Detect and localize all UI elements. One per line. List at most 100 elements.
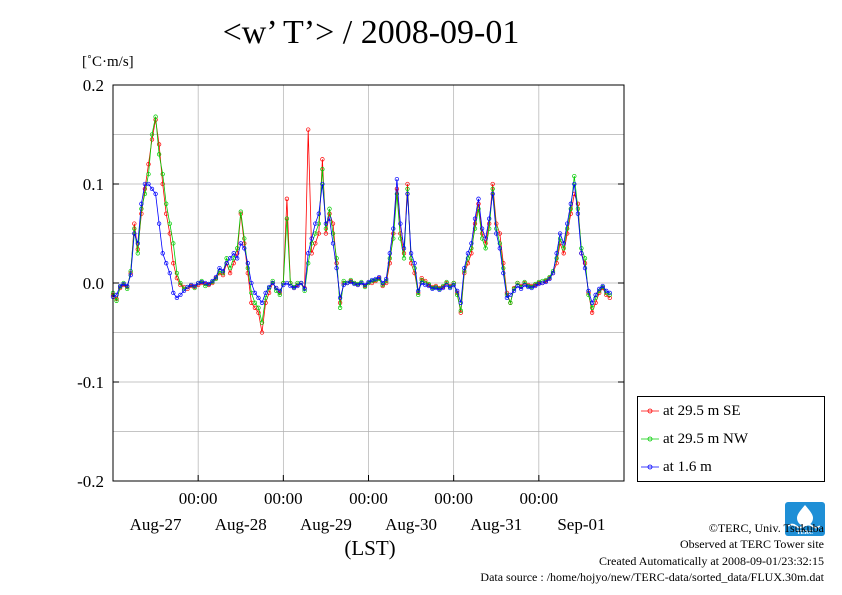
- data-point: [341, 282, 346, 288]
- data-point: [440, 285, 446, 291]
- legend-swatch-se: [641, 408, 659, 414]
- data-point: [330, 241, 336, 246]
- data-point: [160, 181, 165, 187]
- data-point: [465, 256, 471, 261]
- data-point: [490, 186, 495, 192]
- data-point: [252, 300, 258, 305]
- data-point: [291, 285, 297, 291]
- data-point: [277, 288, 282, 294]
- credit-source: Data source : /home/hojyo/new/TERC-data/…: [480, 570, 824, 585]
- data-point: [447, 285, 453, 291]
- data-point: [561, 241, 566, 246]
- terc-logo-icon: TERC: [785, 502, 825, 536]
- data-point: [242, 246, 247, 251]
- data-point: [231, 251, 236, 256]
- data-point: [284, 216, 290, 221]
- data-point: [313, 221, 318, 226]
- data-point: [543, 279, 549, 285]
- data-point: [125, 283, 130, 289]
- data-point: [320, 181, 325, 187]
- y-tick-label: 0.0: [83, 274, 104, 293]
- data-point: [227, 265, 233, 271]
- data-point: [589, 300, 595, 305]
- data-point: [582, 256, 588, 261]
- data-point: [146, 181, 151, 187]
- data-point: [501, 270, 506, 276]
- data-point: [565, 221, 570, 226]
- data-point: [515, 283, 520, 289]
- data-point: [483, 236, 488, 241]
- data-point: [387, 256, 392, 261]
- data-point: [203, 283, 208, 289]
- data-point: [515, 280, 520, 286]
- data-point: [167, 270, 172, 276]
- data-point: [490, 191, 495, 197]
- data-point: [160, 171, 165, 177]
- data-point: [249, 280, 254, 286]
- legend: at 29.5 m SE at 29.5 m NW at 1.6 m: [637, 396, 825, 482]
- data-point: [302, 286, 307, 292]
- data-point: [227, 270, 233, 276]
- data-point: [327, 211, 332, 216]
- data-point: [384, 276, 389, 282]
- data-point: [235, 256, 240, 261]
- data-point: [139, 201, 144, 206]
- series-line: [112, 119, 611, 333]
- data-point: [213, 274, 219, 280]
- x-tick-label: 00:00: [349, 489, 388, 508]
- data-point: [572, 181, 577, 187]
- data-point: [419, 277, 424, 283]
- data-point: [557, 231, 563, 236]
- data-point: [266, 284, 272, 290]
- data-point: [582, 265, 588, 271]
- data-point: [164, 201, 169, 206]
- data-point: [405, 181, 410, 187]
- credit-created: Created Automatically at 2008-09-01/23:3…: [599, 553, 824, 568]
- data-point: [206, 281, 211, 287]
- data-point: [479, 226, 485, 231]
- data-point: [487, 216, 492, 221]
- data-point: [306, 251, 311, 256]
- data-point: [121, 281, 126, 287]
- data-point: [156, 152, 162, 157]
- data-point: [323, 231, 329, 236]
- data-point: [455, 288, 460, 294]
- data-point: [575, 211, 581, 216]
- data-point: [387, 261, 392, 266]
- data-point: [288, 283, 293, 289]
- data-point: [355, 282, 361, 288]
- x-tick-label: 00:00: [179, 489, 218, 508]
- data-point: [174, 270, 180, 276]
- date-label: Aug-28: [215, 515, 267, 534]
- data-point: [483, 246, 488, 251]
- data-point: [238, 209, 243, 214]
- data-point: [451, 282, 456, 288]
- data-point: [465, 261, 471, 266]
- data-point: [401, 256, 407, 261]
- data-point: [444, 279, 449, 285]
- data-point: [586, 292, 591, 298]
- data-point: [394, 176, 400, 182]
- data-point: [600, 283, 605, 289]
- data-point: [380, 280, 385, 286]
- chart-title: <w’ T’> / 2008-09-01: [222, 14, 520, 51]
- data-point: [277, 292, 282, 298]
- data-point: [259, 330, 265, 335]
- data-point: [593, 292, 598, 298]
- data-point: [462, 265, 467, 271]
- data-point: [181, 288, 187, 294]
- data-point: [242, 236, 247, 241]
- data-point: [320, 157, 325, 162]
- data-point: [238, 241, 243, 246]
- x-axis-label: (LST): [344, 536, 396, 560]
- data-point: [593, 295, 598, 301]
- y-tick-label: -0.2: [77, 472, 104, 491]
- data-point: [458, 300, 463, 305]
- data-point: [117, 283, 123, 289]
- data-point: [458, 308, 463, 313]
- data-point: [586, 288, 591, 294]
- data-point: [376, 274, 382, 280]
- data-point: [306, 127, 311, 132]
- data-point: [607, 290, 612, 296]
